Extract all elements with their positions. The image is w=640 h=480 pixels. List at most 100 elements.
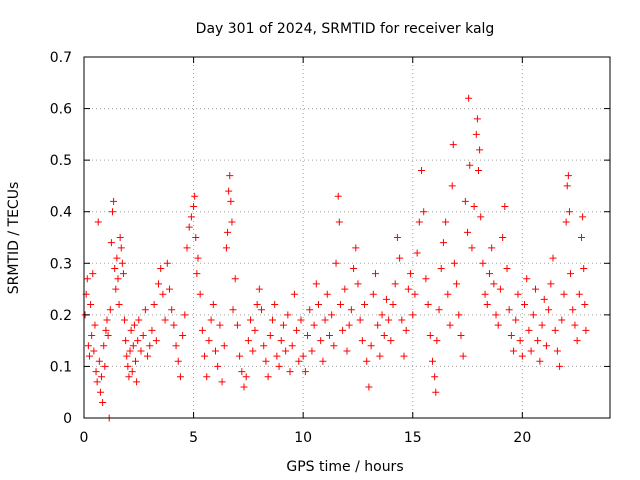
data-point xyxy=(466,161,474,169)
data-point xyxy=(551,326,559,334)
data-point xyxy=(117,244,125,252)
data-point xyxy=(464,228,472,236)
data-point xyxy=(545,306,553,314)
data-point xyxy=(450,259,458,267)
data-point xyxy=(233,321,241,329)
data-point xyxy=(123,352,131,360)
data-point xyxy=(433,337,441,345)
data-point xyxy=(129,342,137,350)
data-point xyxy=(439,239,447,247)
data-point xyxy=(385,316,393,324)
data-point xyxy=(174,357,182,365)
data-point xyxy=(271,301,279,309)
data-point xyxy=(569,306,577,314)
data-point xyxy=(92,368,100,376)
data-point xyxy=(565,208,573,216)
data-point xyxy=(146,342,154,350)
data-point xyxy=(148,326,156,334)
data-point xyxy=(247,316,255,324)
data-point xyxy=(317,337,325,345)
data-point xyxy=(228,218,236,226)
data-point xyxy=(130,321,138,329)
data-point xyxy=(503,264,511,272)
data-point xyxy=(157,264,165,272)
data-point xyxy=(141,306,149,314)
data-point xyxy=(529,311,537,319)
data-point xyxy=(94,218,102,226)
y-tick-label: 0.7 xyxy=(50,50,72,66)
data-point xyxy=(242,373,250,381)
data-point xyxy=(361,301,369,309)
data-point xyxy=(255,285,263,293)
data-point xyxy=(150,301,158,309)
data-point xyxy=(558,316,566,324)
data-point xyxy=(299,352,307,360)
data-point xyxy=(488,244,496,252)
data-point xyxy=(99,399,107,407)
data-point xyxy=(196,290,204,298)
data-point xyxy=(347,306,355,314)
data-point xyxy=(273,352,281,360)
data-point xyxy=(518,352,526,360)
data-point xyxy=(266,331,274,339)
data-point xyxy=(562,218,570,226)
data-point xyxy=(108,208,116,216)
y-tick-label: 0.5 xyxy=(50,153,72,169)
data-point xyxy=(262,357,270,365)
data-point xyxy=(98,373,106,381)
data-point xyxy=(512,316,520,324)
data-point xyxy=(216,321,224,329)
data-point xyxy=(176,373,184,381)
data-point xyxy=(133,378,141,386)
data-point xyxy=(332,259,340,267)
data-point xyxy=(91,321,99,329)
data-point xyxy=(163,259,171,267)
data-point xyxy=(111,264,119,272)
data-point xyxy=(465,94,473,102)
data-point xyxy=(115,301,123,309)
data-point xyxy=(341,285,349,293)
data-point xyxy=(382,295,390,303)
grid-layer xyxy=(84,57,610,418)
data-point xyxy=(144,352,152,360)
data-point xyxy=(268,316,276,324)
data-point xyxy=(93,378,101,386)
data-point xyxy=(214,362,222,370)
data-point xyxy=(240,383,248,391)
data-point xyxy=(516,337,524,345)
data-point xyxy=(567,270,575,278)
data-point xyxy=(358,337,366,345)
data-point xyxy=(538,321,546,329)
data-point xyxy=(282,347,290,355)
data-point xyxy=(396,254,404,262)
y-tick-label: 0.1 xyxy=(50,359,72,375)
data-point xyxy=(442,218,450,226)
data-point xyxy=(420,208,428,216)
data-point xyxy=(409,311,417,319)
data-point xyxy=(260,342,268,350)
data-point xyxy=(376,352,384,360)
data-point xyxy=(112,285,120,293)
data-point xyxy=(483,301,491,309)
data-point xyxy=(198,326,206,334)
axes: 0 5 10 15 20 0 0.1 0.2 0.3 0.4 0.5 0.6 0.7 xyxy=(50,50,611,446)
data-point xyxy=(107,239,115,247)
data-point xyxy=(510,347,518,355)
data-point xyxy=(496,285,504,293)
data-point xyxy=(106,306,114,314)
data-point xyxy=(492,311,500,319)
data-point xyxy=(571,321,579,329)
data-point xyxy=(339,326,347,334)
data-point xyxy=(222,244,230,252)
data-point xyxy=(236,352,244,360)
data-point xyxy=(356,316,364,324)
data-point xyxy=(323,290,331,298)
data-point xyxy=(275,362,283,370)
data-point xyxy=(523,275,531,283)
data-point xyxy=(308,347,316,355)
data-point xyxy=(205,337,213,345)
data-point xyxy=(352,244,360,252)
data-point xyxy=(137,347,145,355)
data-point xyxy=(581,301,589,309)
data-point xyxy=(207,316,215,324)
